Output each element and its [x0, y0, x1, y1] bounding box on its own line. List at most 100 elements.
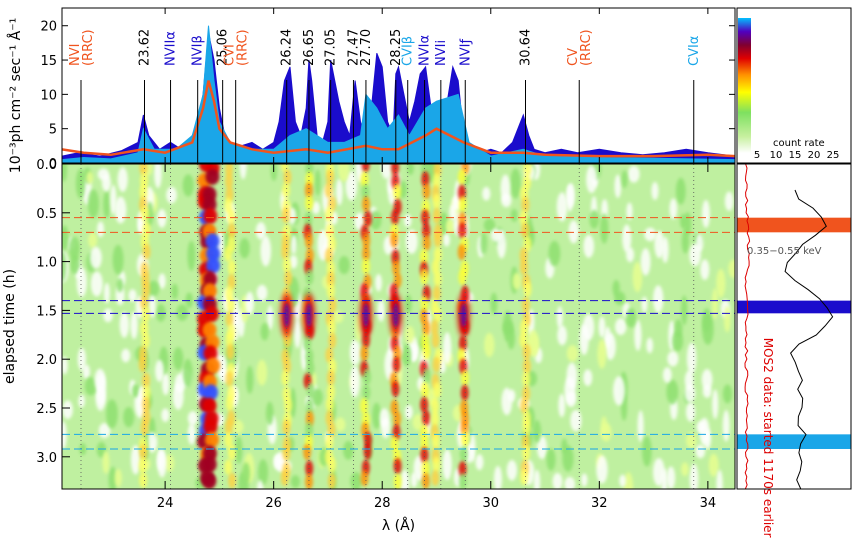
heatmap-cell — [581, 473, 588, 487]
heatmap-hot-cell-11 — [141, 281, 150, 298]
heatmap-cell — [507, 389, 516, 402]
lightcurve-black-series — [784, 189, 834, 490]
heatmap-hot-cell-5 — [326, 383, 335, 400]
heatmap-cell — [258, 459, 269, 486]
heatmap-cell — [679, 213, 687, 229]
heatmap-cell — [626, 202, 633, 221]
heatmap-cell — [642, 435, 652, 467]
heatmap-hot-cell-8 — [421, 171, 430, 188]
heatmap-cell — [130, 311, 138, 340]
heatmap-hot-cell-12 — [522, 371, 531, 388]
heatmap-ytick-label: 2.5 — [36, 402, 57, 417]
heatmap-cell — [681, 462, 689, 477]
line-label-3: NVIβ — [191, 35, 206, 66]
heatmap-hot-cell-6 — [363, 443, 372, 460]
spectrum-ytick-label: 0 — [49, 157, 57, 172]
heatmap-cell — [484, 332, 495, 358]
heatmap-cell — [260, 322, 269, 341]
heatmap-cell — [533, 469, 541, 489]
heatmap-cell — [164, 454, 175, 472]
heatmap-hot-cell-4 — [304, 182, 313, 199]
heatmap-hot-cell-8 — [420, 381, 429, 398]
heatmap-cell — [716, 469, 723, 489]
heatmap-cell — [443, 233, 450, 247]
heatmap-ytick-label: 0.5 — [36, 207, 57, 222]
heatmap-hot-cell-4 — [306, 360, 315, 377]
heatmap-cell — [723, 306, 731, 333]
line-label-5: CVI(RRC) — [223, 29, 251, 66]
heatmap-hot-cell-11 — [140, 419, 149, 436]
heatmap-cell — [400, 469, 410, 489]
heatmap-cell — [75, 168, 86, 199]
heatmap-cell — [640, 248, 651, 276]
heatmap-hot-cell-11 — [141, 306, 150, 323]
heatmap-cell — [171, 283, 179, 300]
line-label-14: NVIi — [434, 40, 449, 66]
heatmap-hot-cell-6 — [360, 397, 369, 414]
heatmap-cell — [405, 229, 418, 254]
heatmap-cell — [87, 189, 99, 219]
heatmap-hot-cell-6 — [361, 183, 370, 200]
heatmap-cell — [546, 448, 556, 471]
heatmap-cell — [570, 409, 582, 432]
heatmap-hot-cell-12 — [519, 331, 528, 348]
spectrum-series-group — [62, 25, 735, 163]
heatmap-cell — [490, 228, 501, 242]
heatmap-hot-cell-3 — [282, 257, 291, 274]
heatmap-cell — [381, 417, 391, 439]
heatmap-cell — [622, 224, 632, 253]
line-label-10: 27.70 — [359, 29, 374, 66]
heatmap-hot-cell-8 — [419, 248, 428, 265]
heatmap-hot-cell-6 — [363, 431, 372, 448]
heatmap-cell — [162, 372, 170, 396]
heatmap-cell — [166, 186, 177, 204]
heatmap-cell — [548, 240, 561, 267]
heatmap-hot-cell-2 — [224, 459, 233, 476]
heatmap-cell — [114, 468, 122, 487]
heatmap-hot-cell-3 — [281, 207, 290, 224]
spectrum-frame — [61, 7, 736, 164]
heatmap-hot-cell-7 — [393, 410, 402, 427]
heatmap-cell — [445, 219, 455, 234]
heatmap-cell — [131, 384, 140, 398]
heatmap-cell — [176, 304, 189, 321]
heatmap-cell — [187, 240, 196, 271]
heatmap-cell — [443, 332, 452, 365]
heatmap-hot-cell-10 — [458, 473, 467, 489]
heatmap-hot-cell-3 — [281, 370, 290, 387]
heatmap-hot-cell-1 — [203, 208, 218, 225]
heatmap-cell — [110, 184, 117, 215]
heatmap-hot-cell-9 — [431, 433, 440, 450]
heatmap-cell — [700, 259, 710, 280]
heatmap-cell — [566, 184, 574, 212]
heatmap-hot-cell-12 — [522, 419, 531, 436]
heatmap-cell — [90, 271, 103, 297]
heatmap-cell — [512, 272, 522, 290]
heatmap-hot-cell-11 — [142, 243, 151, 260]
heatmap-hot-cell-5 — [326, 370, 335, 387]
lightcurve-band-0 — [737, 217, 851, 233]
heatmap-hot-cell-2 — [228, 472, 237, 489]
heatmap-hot-cell-6 — [362, 245, 371, 262]
heatmap-cell — [404, 294, 412, 314]
heatmap-hot-cell-6 — [361, 258, 370, 275]
heatmap-hot-cell-10 — [458, 168, 467, 185]
heatmap-cell — [335, 417, 346, 432]
heatmap-hot-cell-8 — [422, 222, 431, 239]
heatmap-xtick-label: 24 — [157, 496, 174, 511]
heatmap-hot-cell-9 — [431, 470, 440, 487]
heatmap-hot-cell-8 — [422, 183, 431, 200]
heatmap-hot-cell-7 — [393, 473, 402, 489]
heatmap-cell — [62, 225, 69, 251]
heatmap-cell — [121, 348, 131, 363]
heatmap-cell — [412, 414, 424, 431]
heatmap-cell — [654, 230, 665, 259]
heatmap-hot-cell-2 — [226, 297, 235, 314]
heatmap-cell — [62, 400, 73, 420]
heatmap-cell — [557, 325, 567, 346]
line-label-13: NVIα — [418, 35, 433, 66]
heatmap-cell — [155, 359, 164, 382]
heatmap-hot-cell-10 — [460, 384, 469, 401]
heatmap-cell — [102, 450, 110, 474]
heatmap-cell — [62, 250, 67, 282]
